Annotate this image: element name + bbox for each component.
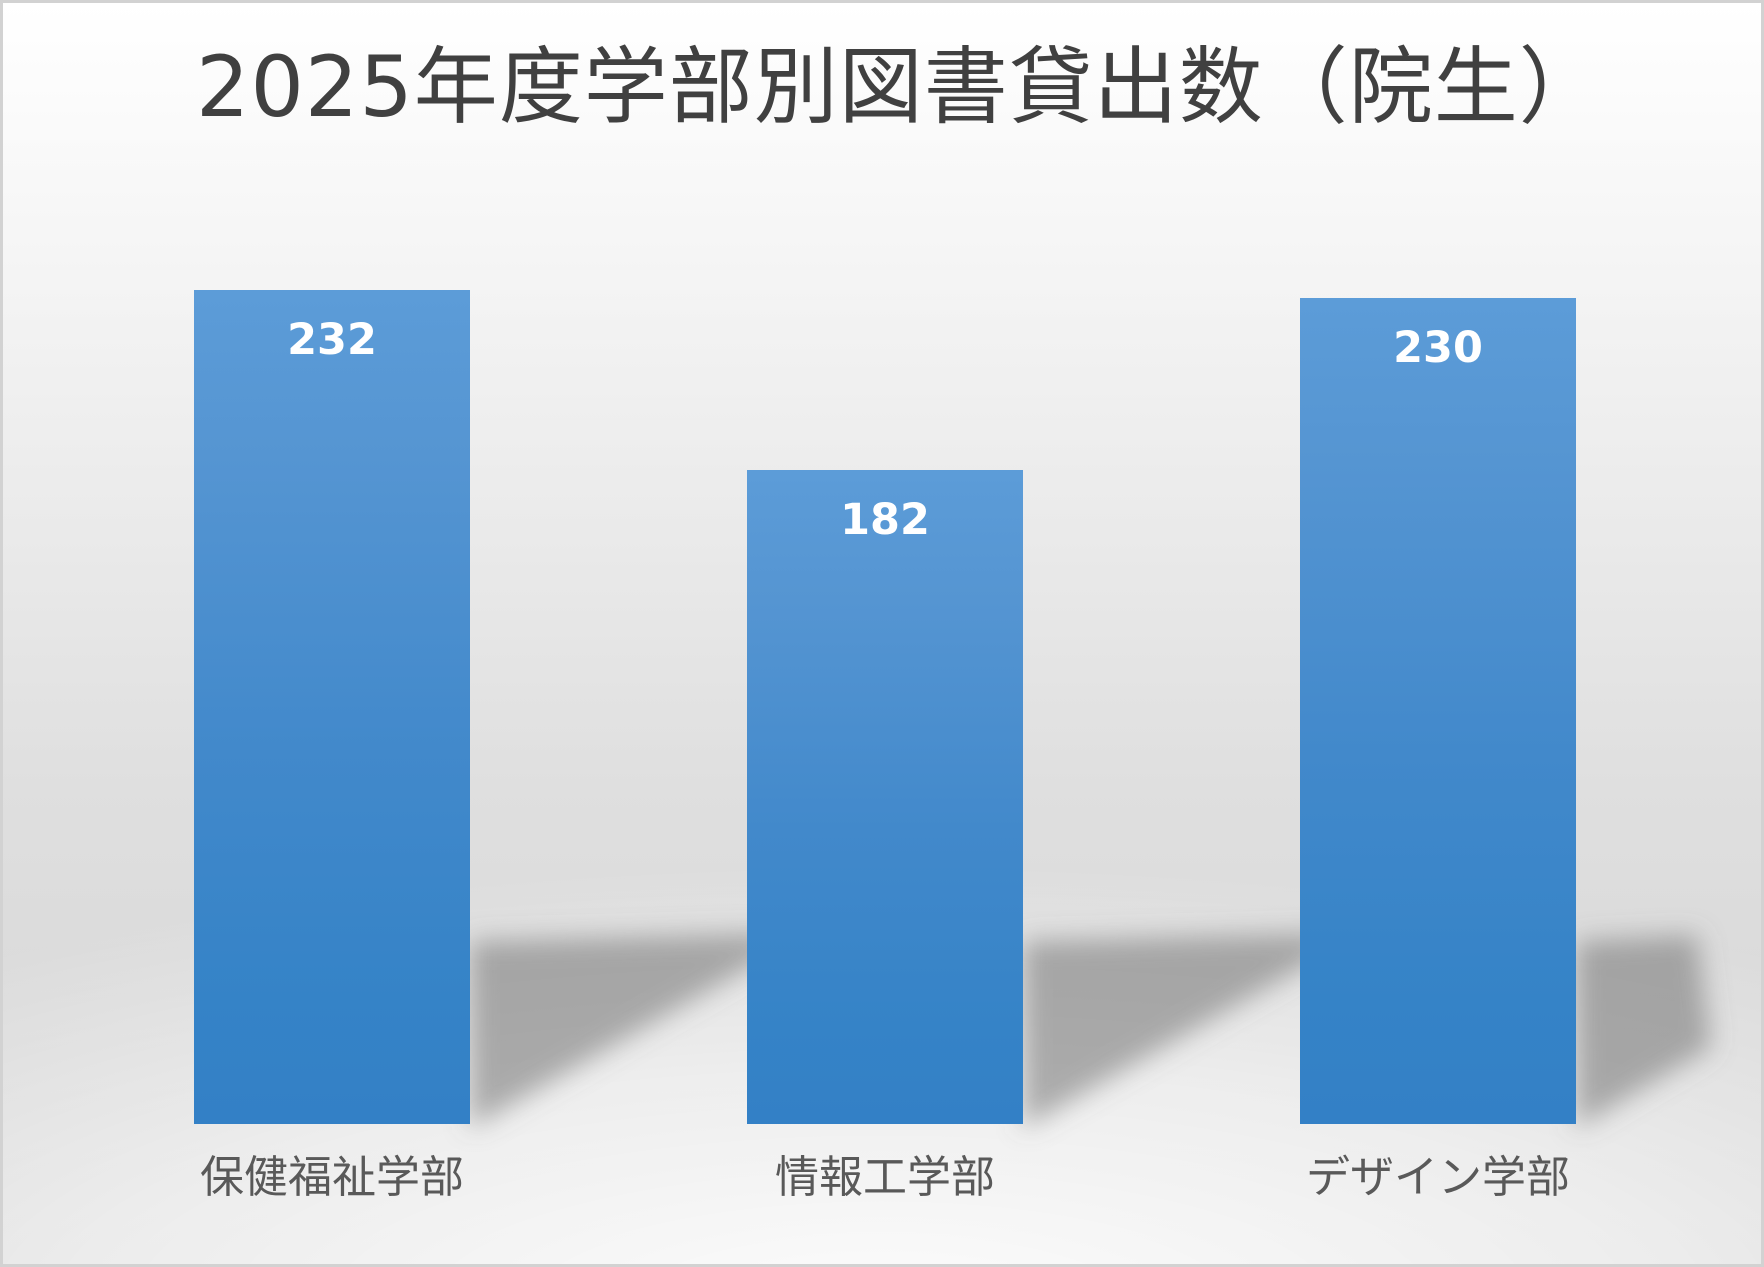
bar-shadow-1 <box>470 933 773 1128</box>
bar-health-welfare: 232 <box>194 290 470 1124</box>
bar-group-health-welfare: 232 保健福祉学部 <box>194 290 470 1200</box>
bar-design: 230 <box>1300 298 1576 1124</box>
bar-group-design: 230 デザイン学部 <box>1300 298 1576 1200</box>
bar-category-label: 保健福祉学部 <box>200 1152 464 1203</box>
chart-title: 2025年度学部別図書貸出数（院生） <box>196 38 1604 136</box>
bar-shadow-2 <box>1023 933 1326 1128</box>
bar-category-label: 情報工学部 <box>775 1152 995 1203</box>
bar-information-engineering: 182 <box>747 470 1023 1124</box>
bar-shadow-3 <box>1576 935 1711 1128</box>
bar-value-label: 182 <box>840 495 930 545</box>
bar-group-information-engineering: 182 情報工学部 <box>747 470 1023 1200</box>
bar-value-label: 232 <box>287 315 377 365</box>
bar-category-label: デザイン学部 <box>1306 1152 1570 1203</box>
bar-value-label: 230 <box>1393 323 1483 373</box>
bar-shadows-layer <box>470 933 1711 1128</box>
